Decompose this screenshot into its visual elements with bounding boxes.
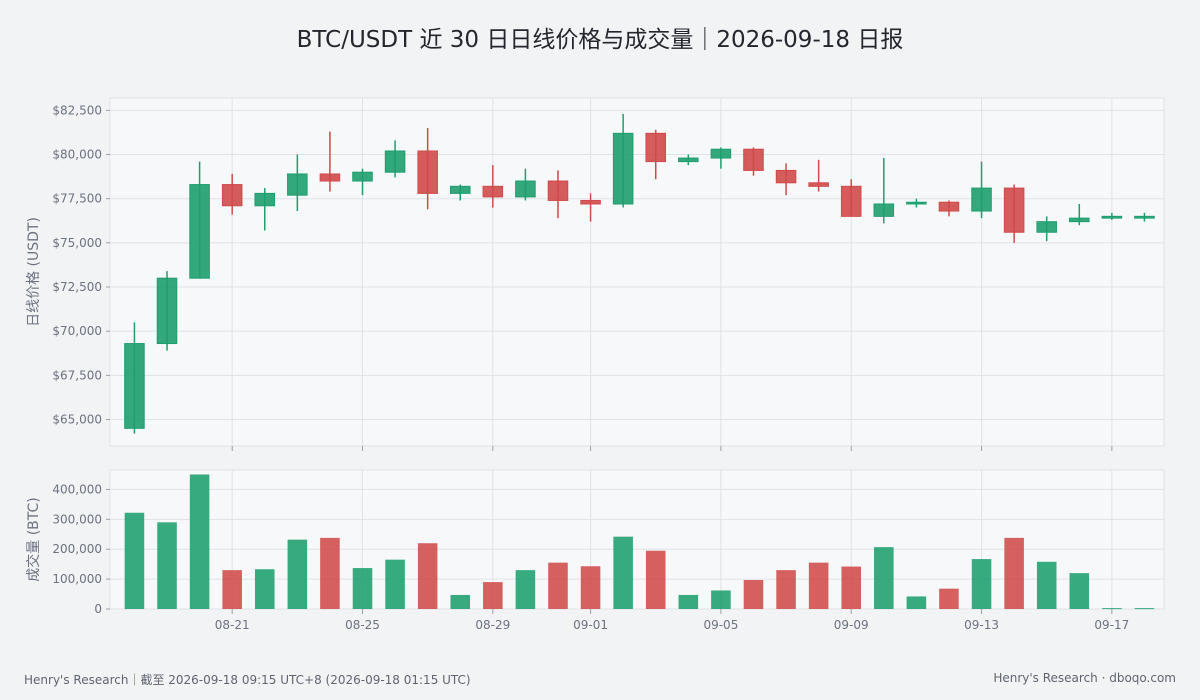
volume-bar xyxy=(1004,537,1024,609)
candle-body xyxy=(971,187,992,212)
volume-bar xyxy=(385,559,405,609)
volume-bar xyxy=(678,594,699,609)
volume-ylabel: 成交量 (BTC) xyxy=(25,497,42,582)
volume-bar xyxy=(906,596,927,609)
candle-body xyxy=(515,180,536,198)
candle-body xyxy=(482,185,504,198)
candle-body xyxy=(547,180,569,201)
candle-body xyxy=(156,277,178,345)
candle-body xyxy=(254,192,276,207)
volume-bar xyxy=(157,522,177,609)
volume-bar xyxy=(613,536,633,609)
volume-bar xyxy=(776,570,796,609)
candle-body xyxy=(612,132,634,205)
volume-bar xyxy=(841,566,861,609)
candle-body xyxy=(873,203,895,217)
candle-body xyxy=(449,185,471,194)
candle-body xyxy=(840,185,862,217)
candle-body xyxy=(775,169,797,184)
volume-bar xyxy=(483,582,503,609)
candle-body xyxy=(743,148,764,171)
volume-bar xyxy=(1134,608,1155,610)
volume-bar xyxy=(645,550,666,609)
candle-body xyxy=(319,173,341,182)
candle-body xyxy=(580,199,601,205)
xtick-label: 09-17 xyxy=(1094,618,1129,632)
volume-bar xyxy=(450,594,471,609)
xtick-label: 08-29 xyxy=(475,618,510,632)
candle-body xyxy=(906,201,927,205)
price-ytick-label: $65,000 xyxy=(52,413,102,427)
candle-body xyxy=(124,343,145,429)
volume-bar xyxy=(548,562,568,609)
volume-bar xyxy=(515,570,536,609)
candle-body xyxy=(938,201,960,212)
volume-bar xyxy=(287,539,308,609)
candle-body xyxy=(221,184,243,207)
price-ytick-label: $70,000 xyxy=(52,324,102,338)
volume-bar xyxy=(711,590,731,609)
volume-bar xyxy=(1069,573,1090,609)
candle-body xyxy=(1069,217,1090,223)
xtick-label: 08-25 xyxy=(345,618,380,632)
volume-bar xyxy=(1036,561,1057,609)
volume-ytick-label: 400,000 xyxy=(52,482,102,496)
volume-ytick-label: 300,000 xyxy=(52,512,102,526)
footer-brand: Henry's Research · dboqo.com xyxy=(993,671,1176,685)
candle-body xyxy=(678,157,699,163)
volume-bar xyxy=(808,562,829,609)
chart-title: BTC/USDT 近 30 日日线价格与成交量｜2026-09-18 日报 xyxy=(296,27,904,53)
candle-body xyxy=(1003,187,1025,233)
volume-bar xyxy=(874,547,894,609)
volume-ytick-label: 100,000 xyxy=(52,572,102,586)
price-ytick-label: $80,000 xyxy=(52,148,102,162)
xtick-label: 08-21 xyxy=(215,618,250,632)
footer-source: Henry's Research｜截至 2026-09-18 09:15 UTC… xyxy=(24,673,471,687)
price-ytick-label: $72,500 xyxy=(52,280,102,294)
xtick-label: 09-09 xyxy=(834,618,869,632)
volume-bar xyxy=(580,566,601,609)
volume-bar xyxy=(1102,608,1122,610)
volume-bar xyxy=(743,580,764,609)
candle-body xyxy=(189,184,210,279)
volume-bar xyxy=(971,559,992,609)
candle-body xyxy=(1036,221,1057,233)
price-ytick-label: $75,000 xyxy=(52,236,102,250)
candle-body xyxy=(808,182,829,187)
price-ylabel: 日线价格 (USDT) xyxy=(26,217,42,327)
candle-body xyxy=(384,150,406,173)
volume-bar xyxy=(189,474,210,609)
candle-body xyxy=(1134,215,1155,219)
price-ytick-label: $77,500 xyxy=(52,192,102,206)
volume-ytick-label: 0 xyxy=(94,602,102,616)
xtick-label: 09-01 xyxy=(573,618,608,632)
volume-bar xyxy=(939,588,959,609)
volume-bar xyxy=(417,543,438,609)
candle-body xyxy=(417,150,438,194)
candle-body xyxy=(287,173,308,196)
price-ytick-label: $82,500 xyxy=(52,103,102,117)
candle-body xyxy=(1101,215,1123,219)
volume-bar xyxy=(320,537,340,609)
volume-bar xyxy=(222,570,242,609)
volume-bar xyxy=(352,568,373,609)
candle-body xyxy=(645,132,667,163)
volume-bar xyxy=(254,569,275,609)
candle-body xyxy=(352,171,373,182)
xtick-label: 09-13 xyxy=(964,618,999,632)
volume-bar xyxy=(124,512,145,609)
xtick-label: 09-05 xyxy=(703,618,738,632)
volume-ytick-label: 200,000 xyxy=(52,542,102,556)
price-panel xyxy=(109,97,1165,447)
candle-body xyxy=(710,148,732,159)
price-ytick-label: $67,500 xyxy=(52,368,102,382)
